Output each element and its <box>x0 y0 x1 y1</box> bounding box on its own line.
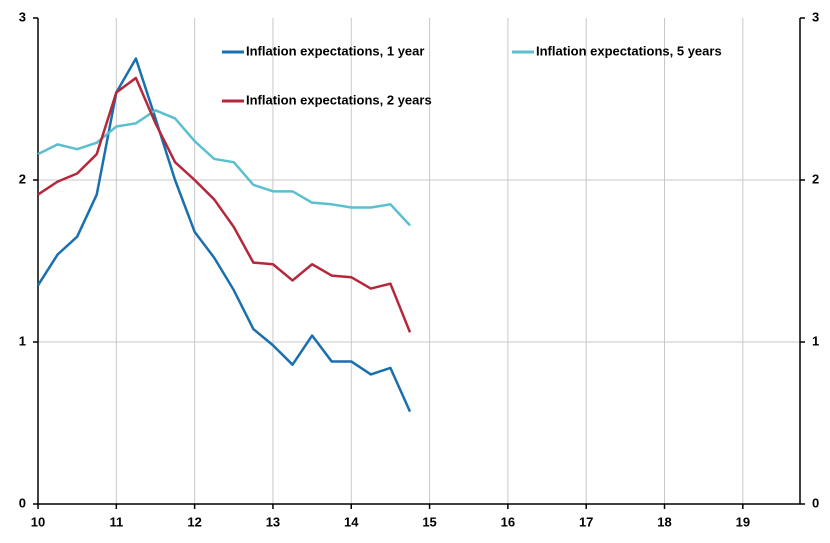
line-series <box>36 57 412 413</box>
x-tick-label: 12 <box>187 514 201 529</box>
y2-tick-label: 2 <box>812 171 819 186</box>
x-tick-label: 19 <box>736 514 750 529</box>
legend-label: Inflation expectations, 5 years <box>536 43 722 58</box>
legend-label: Inflation expectations, 2 years <box>246 92 432 107</box>
x-tick-label: 14 <box>344 514 359 529</box>
line-series <box>37 76 412 333</box>
line-series <box>37 109 411 227</box>
x-tick-label: 10 <box>31 514 45 529</box>
x-tick-label: 17 <box>579 514 593 529</box>
y-tick-label: 3 <box>19 9 26 24</box>
y2-tick-label: 0 <box>812 495 819 510</box>
y-tick-label: 1 <box>19 333 26 348</box>
x-tick-label: 13 <box>266 514 280 529</box>
x-tick-label: 15 <box>422 514 436 529</box>
x-tick-label: 16 <box>501 514 515 529</box>
x-tick-label: 11 <box>109 514 123 529</box>
y-tick-label: 2 <box>19 171 26 186</box>
y-tick-label: 0 <box>19 495 26 510</box>
y2-tick-label: 3 <box>812 9 819 24</box>
y2-tick-label: 1 <box>812 333 819 348</box>
x-tick-label: 18 <box>657 514 671 529</box>
legend-label: Inflation expectations, 1 year <box>246 43 424 58</box>
